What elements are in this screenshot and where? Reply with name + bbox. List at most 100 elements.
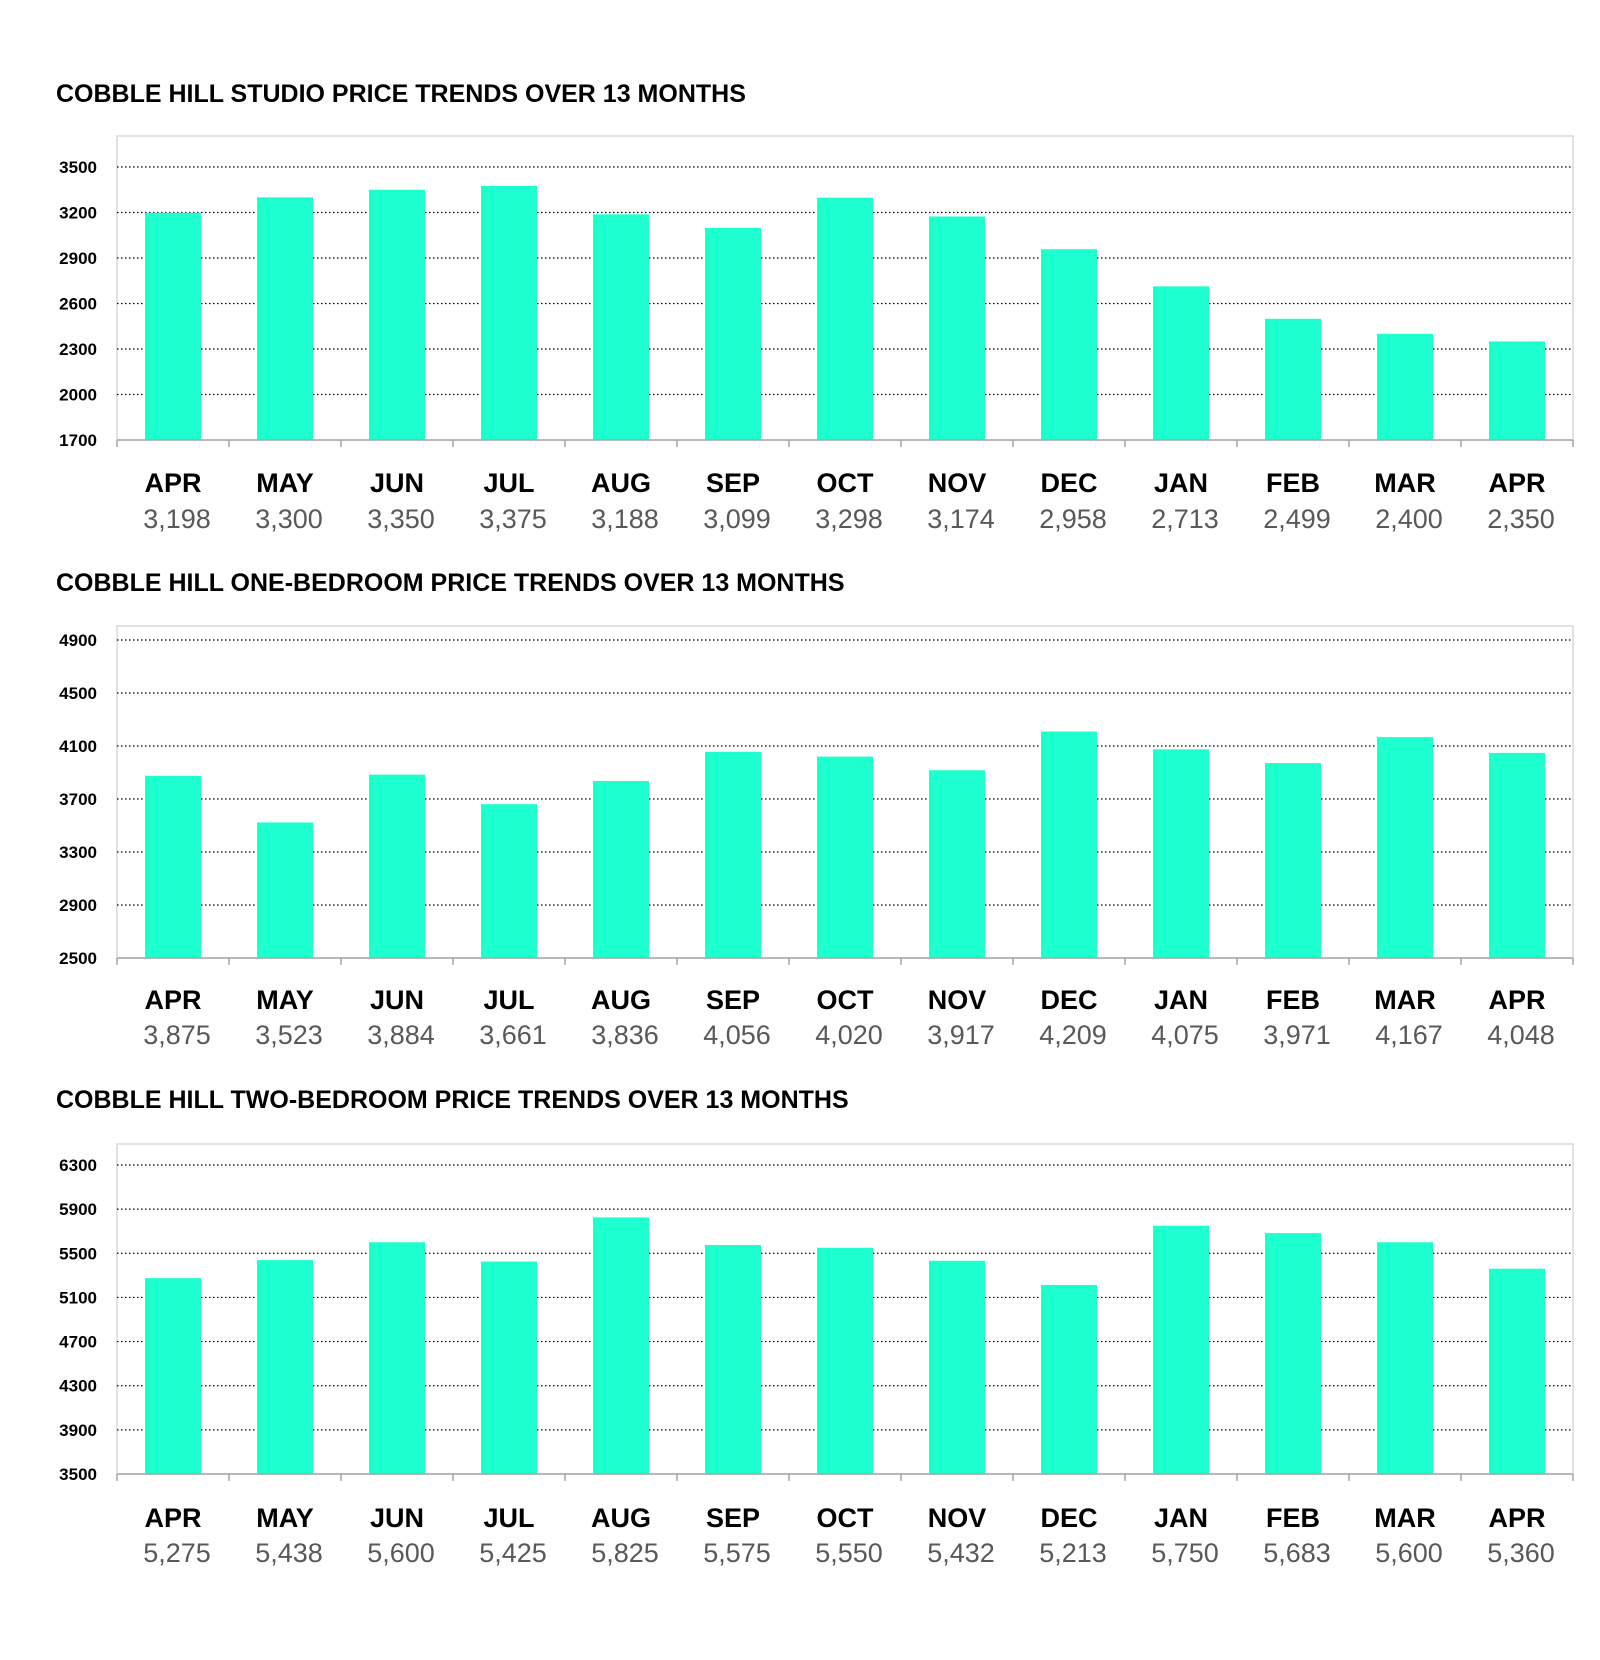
data-value-label: 5,275 — [143, 1538, 211, 1568]
month-label: MAR — [1374, 468, 1436, 498]
data-value-label: 5,575 — [703, 1538, 771, 1568]
month-label: JUL — [483, 468, 534, 498]
month-label: FEB — [1266, 985, 1320, 1015]
data-value-label: 5,438 — [255, 1538, 323, 1568]
data-value-label: 4,075 — [1151, 1020, 1219, 1050]
bar-mar-12 — [1377, 737, 1433, 958]
y-tick-label: 3300 — [59, 843, 97, 862]
month-label: APR — [1488, 468, 1545, 498]
bar-jun-3 — [369, 1242, 425, 1474]
month-label: APR — [144, 985, 201, 1015]
y-tick-label: 2000 — [59, 386, 97, 405]
chart-panel-2: COBBLE HILL ONE-BEDROOM PRICE TRENDS OVE… — [56, 569, 1574, 1050]
y-tick-label: 3700 — [59, 790, 97, 809]
data-value-label: 5,425 — [479, 1538, 547, 1568]
bar-sep-6 — [705, 1245, 761, 1474]
month-label: SEP — [706, 468, 760, 498]
month-label: APR — [1488, 1503, 1545, 1533]
y-tick-label: 2500 — [59, 949, 97, 968]
bar-mar-12 — [1377, 333, 1433, 440]
y-tick-label: 5500 — [59, 1244, 97, 1263]
month-label: MAR — [1374, 985, 1436, 1015]
bar-may-2 — [257, 822, 313, 958]
data-value-label: 3,884 — [367, 1020, 435, 1050]
month-label: AUG — [591, 1503, 651, 1533]
bar-feb-11 — [1265, 318, 1321, 440]
month-label: OCT — [817, 468, 875, 498]
bar-apr-1 — [145, 775, 201, 958]
data-value-label: 2,713 — [1151, 504, 1219, 534]
bar-oct-7 — [817, 756, 873, 958]
month-label: DEC — [1040, 985, 1097, 1015]
bar-apr-13 — [1489, 341, 1545, 440]
month-label: NOV — [928, 985, 987, 1015]
chart-panel-3: COBBLE HILL TWO-BEDROOM PRICE TRENDS OVE… — [56, 1086, 1574, 1568]
bar-jul-4 — [481, 1261, 537, 1474]
data-value-label: 3,188 — [591, 504, 659, 534]
bar-apr-1 — [145, 212, 201, 440]
y-tick-label: 4100 — [59, 737, 97, 756]
bar-apr-1 — [145, 1278, 201, 1474]
bar-jul-4 — [481, 185, 537, 440]
data-value-label: 2,350 — [1487, 504, 1555, 534]
month-label: FEB — [1266, 468, 1320, 498]
chart-title: COBBLE HILL TWO-BEDROOM PRICE TRENDS OVE… — [56, 1086, 849, 1114]
month-label: JAN — [1154, 1503, 1208, 1533]
month-label: JUL — [483, 1503, 534, 1533]
bar-aug-5 — [593, 780, 649, 958]
data-value-label: 5,600 — [367, 1538, 435, 1568]
y-tick-label: 4500 — [59, 684, 97, 703]
data-value-label: 3,375 — [479, 504, 547, 534]
data-value-label: 4,048 — [1487, 1020, 1555, 1050]
bar-dec-9 — [1041, 731, 1097, 958]
data-value-label: 2,400 — [1375, 504, 1443, 534]
month-label: AUG — [591, 468, 651, 498]
data-value-label: 5,432 — [927, 1538, 995, 1568]
month-label: NOV — [928, 1503, 987, 1533]
bar-dec-9 — [1041, 1284, 1097, 1474]
data-value-label: 2,499 — [1263, 504, 1331, 534]
data-value-label: 3,298 — [815, 504, 883, 534]
data-value-label: 5,825 — [591, 1538, 659, 1568]
y-tick-label: 1700 — [59, 431, 97, 450]
bar-jun-3 — [369, 774, 425, 958]
data-value-label: 3,099 — [703, 504, 771, 534]
bar-may-2 — [257, 197, 313, 440]
data-value-label: 5,600 — [1375, 1538, 1443, 1568]
y-tick-label: 3500 — [59, 1465, 97, 1484]
bar-jan-10 — [1153, 286, 1209, 440]
data-value-label: 4,020 — [815, 1020, 883, 1050]
month-label: JUN — [370, 1503, 424, 1533]
bar-sep-6 — [705, 227, 761, 440]
month-label: JAN — [1154, 985, 1208, 1015]
y-tick-label: 2900 — [59, 896, 97, 915]
month-label: JUN — [370, 468, 424, 498]
y-tick-label: 4700 — [59, 1333, 97, 1352]
month-label: NOV — [928, 468, 987, 498]
data-value-label: 5,750 — [1151, 1538, 1219, 1568]
month-label: SEP — [706, 985, 760, 1015]
data-value-label: 3,300 — [255, 504, 323, 534]
data-value-label: 5,360 — [1487, 1538, 1555, 1568]
bar-feb-11 — [1265, 763, 1321, 958]
bar-mar-12 — [1377, 1242, 1433, 1474]
data-value-label: 2,958 — [1039, 504, 1107, 534]
y-tick-label: 2300 — [59, 340, 97, 359]
month-label: JAN — [1154, 468, 1208, 498]
bar-feb-11 — [1265, 1233, 1321, 1474]
data-value-label: 3,836 — [591, 1020, 659, 1050]
y-tick-label: 3900 — [59, 1421, 97, 1440]
chart-title: COBBLE HILL ONE-BEDROOM PRICE TRENDS OVE… — [56, 569, 845, 597]
data-value-label: 3,198 — [143, 504, 211, 534]
data-value-label: 4,209 — [1039, 1020, 1107, 1050]
month-label: APR — [1488, 985, 1545, 1015]
y-tick-label: 6300 — [59, 1156, 97, 1175]
data-value-label: 3,875 — [143, 1020, 211, 1050]
bar-aug-5 — [593, 1217, 649, 1474]
bar-oct-7 — [817, 1247, 873, 1474]
y-tick-label: 2600 — [59, 295, 97, 314]
data-value-label: 5,550 — [815, 1538, 883, 1568]
data-value-label: 3,917 — [927, 1020, 995, 1050]
bar-apr-13 — [1489, 1268, 1545, 1474]
